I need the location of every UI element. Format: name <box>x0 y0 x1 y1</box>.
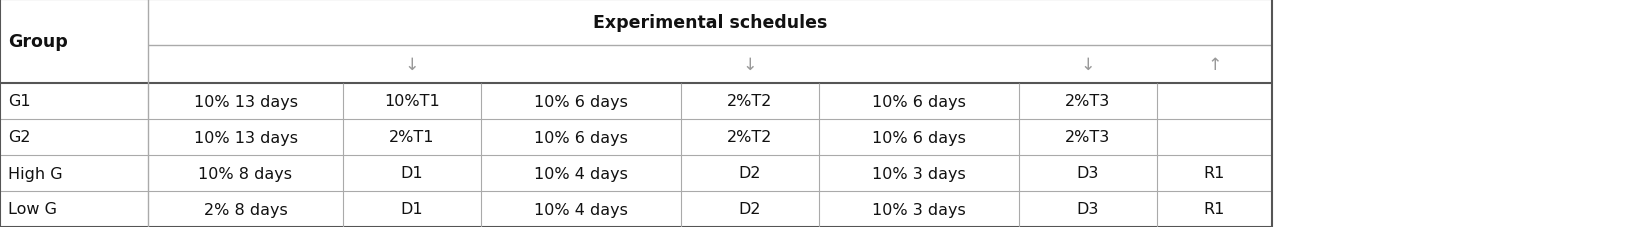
Text: R1: R1 <box>1204 166 1225 181</box>
Text: 2% 8 days: 2% 8 days <box>203 202 287 217</box>
Text: 10%T1: 10%T1 <box>385 94 441 109</box>
Text: 10% 4 days: 10% 4 days <box>534 202 627 217</box>
Text: 10% 3 days: 10% 3 days <box>871 166 966 181</box>
Text: G2: G2 <box>8 130 31 145</box>
Text: ↓: ↓ <box>405 56 419 74</box>
Text: G1: G1 <box>8 94 31 109</box>
Text: 2%T1: 2%T1 <box>390 130 434 145</box>
Text: Experimental schedules: Experimental schedules <box>593 14 827 32</box>
Text: 2%T3: 2%T3 <box>1065 94 1111 109</box>
Text: High G: High G <box>8 166 62 181</box>
Text: 2%T2: 2%T2 <box>727 94 773 109</box>
Text: 10% 8 days: 10% 8 days <box>198 166 293 181</box>
Text: 10% 4 days: 10% 4 days <box>534 166 627 181</box>
Text: D1: D1 <box>401 202 423 217</box>
Text: 10% 6 days: 10% 6 days <box>871 94 966 109</box>
Text: D1: D1 <box>401 166 423 181</box>
Text: ↓: ↓ <box>742 56 757 74</box>
Text: Group: Group <box>8 33 67 51</box>
Text: ↑: ↑ <box>1207 56 1222 74</box>
Text: ↓: ↓ <box>1081 56 1096 74</box>
Text: 10% 6 days: 10% 6 days <box>871 130 966 145</box>
Text: D3: D3 <box>1076 166 1099 181</box>
Text: 10% 3 days: 10% 3 days <box>871 202 966 217</box>
Text: 2%T3: 2%T3 <box>1065 130 1111 145</box>
Text: 10% 6 days: 10% 6 days <box>534 130 627 145</box>
Text: D2: D2 <box>739 166 762 181</box>
Text: 10% 13 days: 10% 13 days <box>193 130 298 145</box>
Text: 2%T2: 2%T2 <box>727 130 773 145</box>
Text: 10% 6 days: 10% 6 days <box>534 94 627 109</box>
Text: 10% 13 days: 10% 13 days <box>193 94 298 109</box>
Text: D2: D2 <box>739 202 762 217</box>
Text: Low G: Low G <box>8 202 57 217</box>
Text: D3: D3 <box>1076 202 1099 217</box>
Text: R1: R1 <box>1204 202 1225 217</box>
